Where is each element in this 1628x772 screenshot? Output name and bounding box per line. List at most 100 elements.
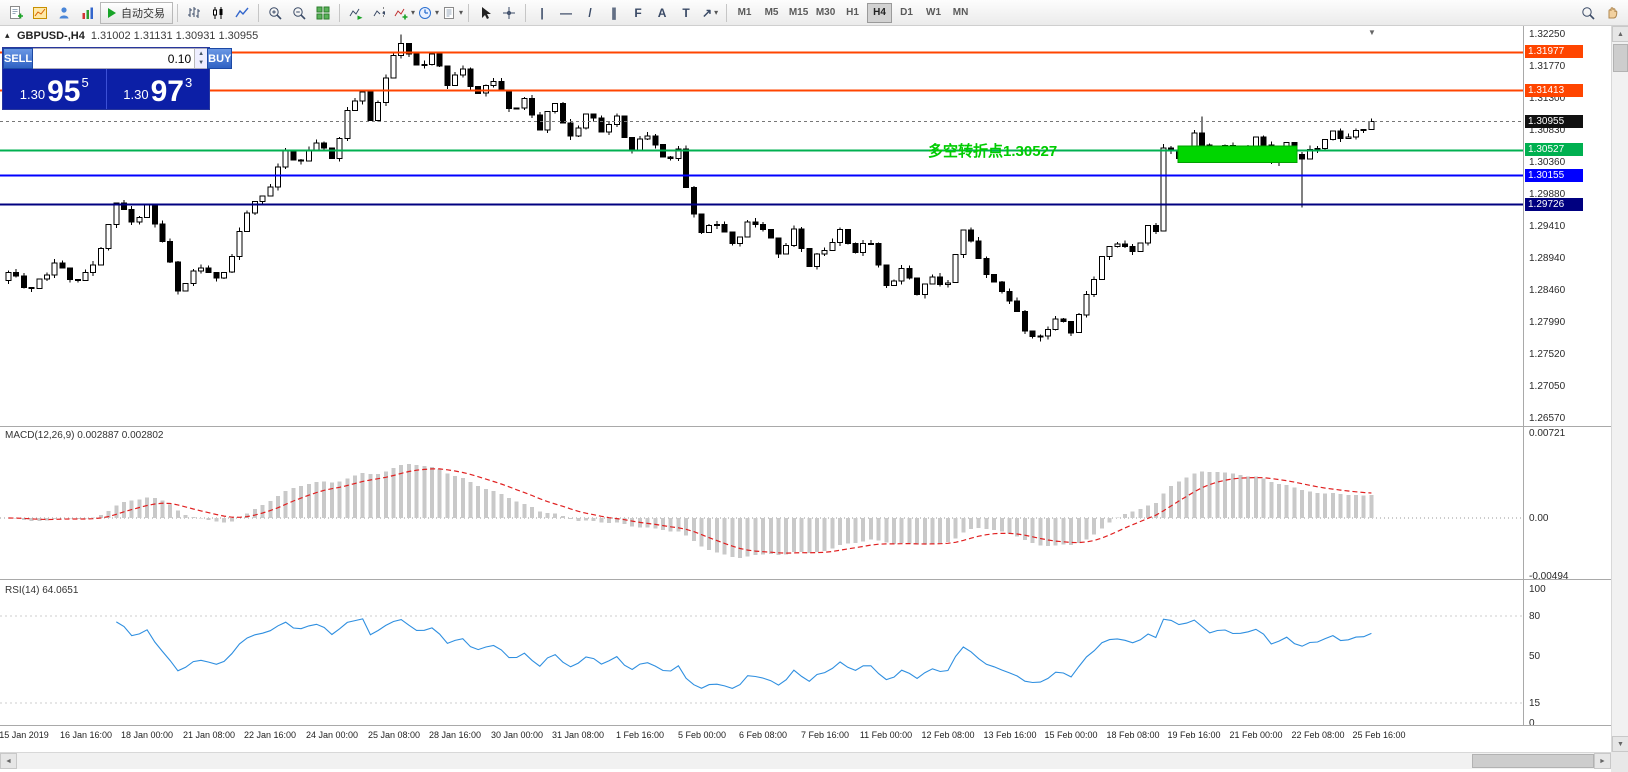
crosshair-icon bbox=[503, 6, 516, 19]
timeframe-h1-button[interactable]: H1 bbox=[840, 3, 865, 23]
search-button[interactable] bbox=[1576, 2, 1600, 24]
zoom-out-button[interactable] bbox=[287, 2, 311, 24]
line-chart-button[interactable] bbox=[230, 2, 254, 24]
text-label-button[interactable]: T bbox=[674, 2, 698, 24]
sell-price-display[interactable]: 1.30 95 5 bbox=[3, 69, 106, 109]
zoom-in-button[interactable] bbox=[263, 2, 287, 24]
scroll-right-button[interactable]: ► bbox=[1594, 753, 1611, 769]
timeframe-m1-button[interactable]: M1 bbox=[732, 3, 757, 23]
buy-price-display[interactable]: 1.30 97 3 bbox=[105, 69, 210, 109]
indicators-icon bbox=[394, 8, 408, 19]
volume-down-button[interactable]: ▼ bbox=[195, 58, 208, 68]
channel-button[interactable]: ∥ bbox=[602, 2, 626, 24]
auto-scroll-button[interactable] bbox=[344, 2, 368, 24]
time-label: 1 Feb 16:00 bbox=[615, 730, 665, 740]
chart-annotation[interactable]: 多空转折点1.30527 bbox=[928, 143, 1058, 160]
time-label: 28 Jan 16:00 bbox=[428, 730, 482, 740]
scale-tick: 1.29880 bbox=[1529, 189, 1566, 200]
scroll-up-button[interactable]: ▲ bbox=[1612, 26, 1628, 42]
toolbar: 自动交易 ▾ ▾ ▾ | — / bbox=[0, 0, 1628, 26]
time-axis[interactable]: 15 Jan 2019 16 Jan 16:00 18 Jan 00:00 21 Ja… bbox=[0, 727, 1523, 746]
horizontal-line-button[interactable]: — bbox=[554, 2, 578, 24]
volume-up-button[interactable]: ▲ bbox=[195, 49, 208, 59]
timeframe-w1-button[interactable]: W1 bbox=[921, 3, 946, 23]
time-label: 18 Feb 08:00 bbox=[1106, 730, 1160, 740]
timeframe-mn-button[interactable]: MN bbox=[948, 3, 973, 23]
hand-button[interactable] bbox=[1600, 2, 1624, 24]
vertical-line-icon: | bbox=[540, 5, 544, 20]
fibonacci-button[interactable]: F bbox=[626, 2, 650, 24]
scroll-left-button[interactable]: ◄ bbox=[0, 753, 17, 769]
chart-shift-icon bbox=[373, 6, 385, 19]
arrows-button[interactable]: ↗ ▾ bbox=[698, 2, 722, 24]
chart-window-button[interactable] bbox=[28, 2, 52, 24]
scale-tick: 1.28460 bbox=[1529, 285, 1566, 296]
autotrading-button[interactable]: 自动交易 bbox=[100, 1, 173, 24]
scale-tick: 1.30360 bbox=[1529, 157, 1566, 168]
scale-tick: 1.30830 bbox=[1529, 125, 1566, 136]
timeframe-h4-button[interactable]: H4 bbox=[867, 2, 893, 23]
buy-price-big: 97 bbox=[150, 75, 184, 108]
scale-tick: 1.28940 bbox=[1529, 253, 1566, 264]
indicators-button[interactable]: ▾ bbox=[392, 2, 416, 24]
trendline-button[interactable]: / bbox=[578, 2, 602, 24]
price-scale-divider bbox=[1523, 26, 1524, 725]
scale-tick: 1.31300 bbox=[1529, 93, 1566, 104]
new-order-button[interactable] bbox=[4, 2, 28, 24]
new-order-icon bbox=[10, 5, 23, 19]
zoom-in-icon bbox=[269, 6, 282, 20]
profile-icon bbox=[59, 6, 69, 18]
dropdown-arrow-icon: ▾ bbox=[411, 8, 416, 17]
scale-tick: 50 bbox=[1529, 651, 1541, 662]
vertical-scrollbar[interactable]: ▲ ▼ bbox=[1611, 26, 1628, 752]
market-watch-button[interactable] bbox=[76, 2, 100, 24]
chart-dropdown-icon[interactable]: ▼ bbox=[1368, 28, 1376, 37]
timeframe-m15-button[interactable]: M15 bbox=[786, 3, 811, 23]
time-label: 22 Jan 16:00 bbox=[243, 730, 297, 740]
horizontal-scrollbar-thumb[interactable] bbox=[1472, 754, 1594, 768]
scale-tick: -0.00494 bbox=[1529, 571, 1569, 582]
time-label: 22 Feb 08:00 bbox=[1291, 730, 1345, 740]
toolbar-separator bbox=[177, 3, 178, 22]
horizontal-scrollbar[interactable]: ◄ ► bbox=[0, 752, 1611, 769]
time-label: 25 Feb 16:00 bbox=[1352, 730, 1406, 740]
chart-window-icon bbox=[33, 6, 47, 19]
timeframe-m5-button[interactable]: M5 bbox=[759, 3, 784, 23]
crosshair-button[interactable] bbox=[497, 2, 521, 24]
bar-chart-button[interactable] bbox=[182, 2, 206, 24]
timeframe-m30-button[interactable]: M30 bbox=[813, 3, 838, 23]
scale-tick: 0 bbox=[1529, 718, 1535, 729]
candlestick-chart-button[interactable] bbox=[206, 2, 230, 24]
vertical-line-button[interactable]: | bbox=[530, 2, 554, 24]
vertical-scrollbar-thumb[interactable] bbox=[1613, 44, 1628, 72]
cursor-button[interactable] bbox=[473, 2, 497, 24]
fibonacci-icon: F bbox=[634, 5, 642, 20]
templates-button[interactable]: ▾ bbox=[440, 2, 464, 24]
timeframe-d1-button[interactable]: D1 bbox=[894, 3, 919, 23]
scale-tick: 100 bbox=[1529, 584, 1546, 595]
scale-tick: 1.31770 bbox=[1529, 61, 1566, 72]
time-label: 30 Jan 00:00 bbox=[490, 730, 544, 740]
time-label: 21 Feb 00:00 bbox=[1229, 730, 1283, 740]
periods-button[interactable]: ▾ bbox=[416, 2, 440, 24]
scale-tick: 80 bbox=[1529, 611, 1541, 622]
arrows-icon: ↗ bbox=[702, 5, 713, 20]
buy-button[interactable]: BUY bbox=[207, 48, 233, 69]
time-label: 24 Jan 00:00 bbox=[305, 730, 359, 740]
profile-button[interactable] bbox=[52, 2, 76, 24]
panel-divider[interactable] bbox=[0, 579, 1628, 580]
toolbar-separator bbox=[525, 3, 527, 22]
text-button[interactable]: A bbox=[650, 2, 674, 24]
zoom-out-icon bbox=[293, 6, 306, 20]
tile-windows-button[interactable] bbox=[311, 2, 335, 24]
candlestick-chart[interactable] bbox=[0, 26, 1523, 726]
volume-input[interactable] bbox=[33, 49, 195, 68]
one-click-collapse-icon[interactable]: ▴ bbox=[5, 30, 10, 40]
panel-divider[interactable] bbox=[0, 426, 1628, 427]
tile-windows-icon bbox=[316, 6, 330, 19]
scroll-down-button[interactable]: ▼ bbox=[1612, 736, 1628, 752]
price-scale[interactable]: 1.32250 1.31770 1.31300 1.30830 1.30360 1.298… bbox=[1524, 26, 1611, 729]
sell-button[interactable]: SELL bbox=[3, 48, 34, 69]
chart-shift-button[interactable] bbox=[368, 2, 392, 24]
price-tag: 1.31413 bbox=[1525, 84, 1583, 97]
